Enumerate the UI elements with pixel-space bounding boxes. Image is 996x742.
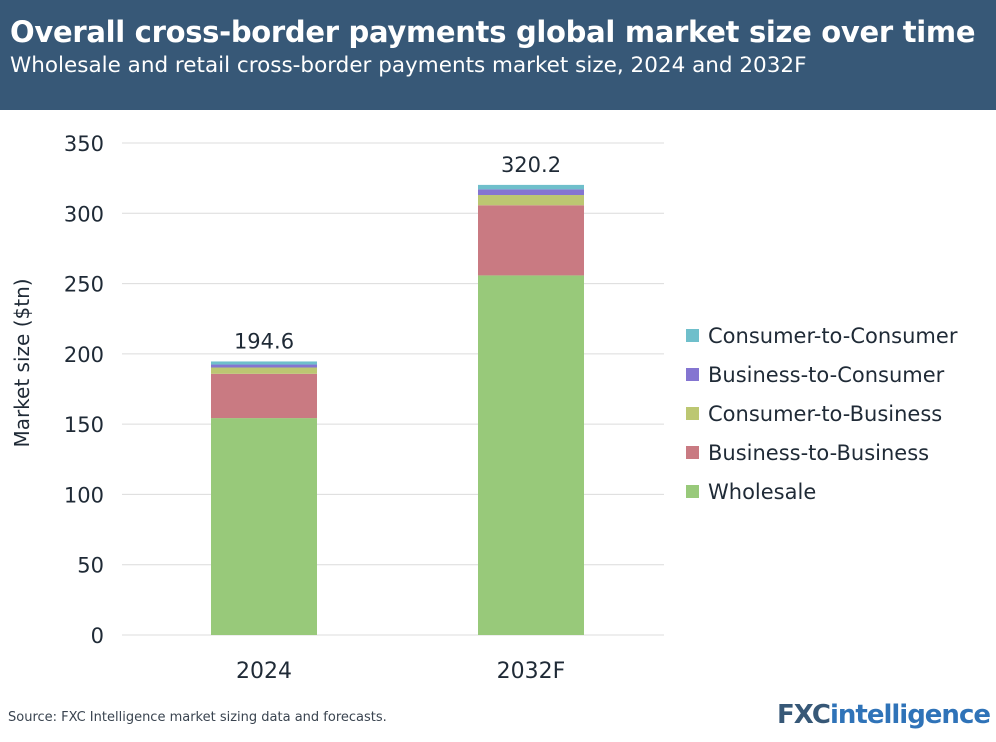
y-tick-label: 150 (64, 413, 104, 437)
y-tick-label: 300 (64, 202, 104, 226)
y-tick-label: 250 (64, 273, 104, 297)
legend-item: Wholesale (686, 472, 957, 511)
legend-label: Wholesale (708, 479, 817, 504)
x-tick-label: 2024 (236, 659, 292, 684)
bar-segment (211, 367, 317, 374)
bars (211, 184, 584, 635)
legend-label: Business-to-Business (708, 440, 930, 465)
bar-segment (478, 275, 584, 635)
bar-segment (478, 195, 584, 206)
legend-item: Consumer-to-Business (686, 394, 957, 433)
y-tick-label: 350 (64, 132, 104, 156)
chart-subtitle: Wholesale and retail cross-border paymen… (10, 53, 807, 78)
legend-swatch (686, 368, 699, 381)
chart-title: Overall cross-border payments global mar… (10, 15, 976, 49)
y-tick-label: 0 (91, 624, 104, 648)
legend-swatch (686, 485, 699, 498)
total-labels: 194.6 320.2 (234, 153, 561, 354)
y-tick-label: 50 (77, 554, 104, 578)
legend-item: Business-to-Consumer (686, 355, 957, 394)
legend-swatch (686, 446, 699, 459)
legend-item: Business-to-Business (686, 433, 957, 472)
bar-segment (478, 205, 584, 276)
legend: Consumer-to-Consumer Business-to-Consumer… (686, 316, 957, 511)
total-label: 320.2 (501, 153, 561, 177)
legend-label: Consumer-to-Consumer (708, 323, 958, 348)
legend-swatch (686, 329, 699, 342)
y-tick-label: 200 (64, 343, 104, 367)
legend-label: Consumer-to-Business (708, 401, 943, 426)
total-label: 194.6 (234, 329, 294, 353)
y-axis-ticks: 0 50 100 150 200 250 300 350 (64, 132, 104, 648)
y-tick-label: 100 (64, 483, 104, 507)
x-tick-label: 2032F (497, 659, 566, 684)
bar-segment (478, 184, 584, 190)
legend-swatch (686, 407, 699, 420)
source-note: Source: FXC Intelligence market sizing d… (8, 710, 387, 725)
bar-chart: 0 50 100 150 200 250 300 350 194.6 320.2 2024 203… (10, 132, 664, 684)
logo-text-intelligence: intelligence (829, 700, 991, 730)
legend-item: Consumer-to-Consumer (686, 316, 957, 355)
bar-segment (211, 364, 317, 368)
brand-logo: FXCintelligence (777, 700, 991, 730)
bar-segment (211, 418, 317, 635)
bar-segment (211, 373, 317, 419)
y-axis-label: Market size ($tn) (10, 278, 34, 447)
legend-label: Business-to-Consumer (708, 362, 945, 387)
logo-text-fxc: FXC (777, 700, 831, 730)
bar-segment (211, 361, 317, 365)
x-axis-ticks: 2024 2032F (236, 659, 565, 684)
header-banner: Overall cross-border payments global mar… (0, 0, 996, 110)
bar-segment (478, 189, 584, 196)
